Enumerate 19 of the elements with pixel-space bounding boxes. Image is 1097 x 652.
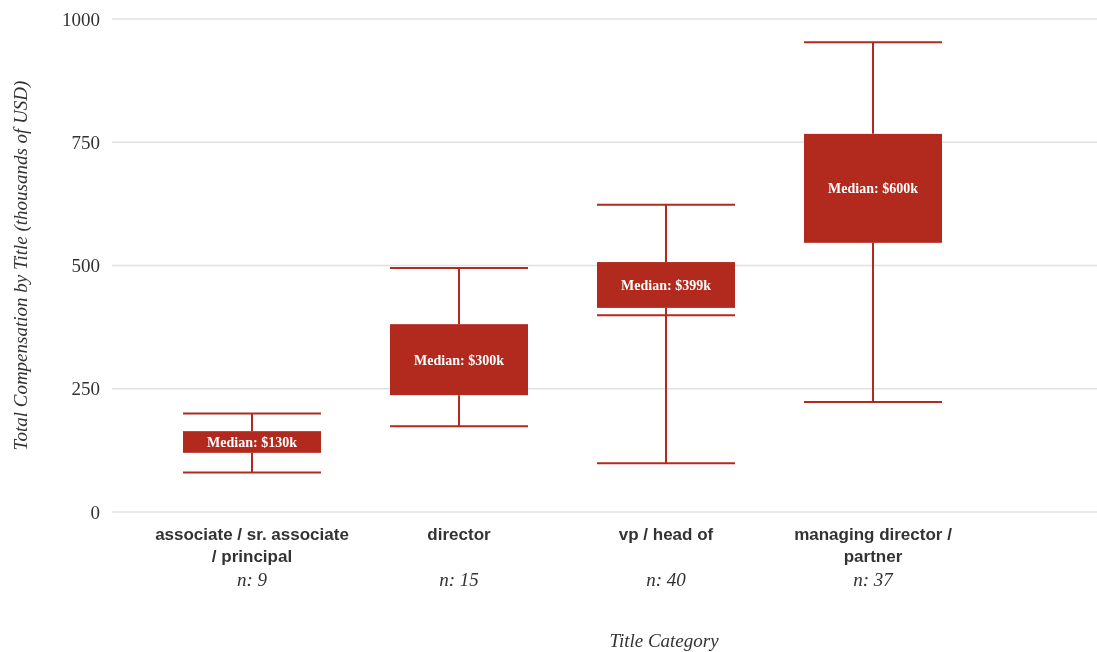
y-tick-label: 500 — [71, 255, 100, 277]
x-tick-label: vp / head of — [618, 525, 714, 544]
x-tick-label: associate / sr. associate / principal — [155, 525, 349, 566]
y-tick-label: 250 — [71, 378, 100, 400]
text: n: 40 — [646, 569, 687, 590]
text: n: 15 — [439, 569, 479, 590]
y-axis-title: Total Compensation by Title (thousands of USD) — [10, 80, 32, 451]
text: n: 37 — [853, 569, 895, 590]
y-tick-label: 750 — [71, 131, 100, 153]
x-axis-title: Title Category — [609, 630, 720, 651]
text: n: 9 — [236, 569, 268, 590]
annotation: Median: $300k — [414, 352, 505, 368]
annotation: Median: $130k — [207, 434, 298, 450]
y-tick-label: 1000 — [62, 8, 100, 30]
y-tick-label: 0 — [90, 501, 100, 523]
x-tick-label: director — [427, 525, 492, 544]
annotation: Median: $600k — [828, 181, 919, 197]
annotation: Median: $399k — [621, 277, 712, 293]
x-tick-label: managing director / partner — [794, 525, 953, 566]
